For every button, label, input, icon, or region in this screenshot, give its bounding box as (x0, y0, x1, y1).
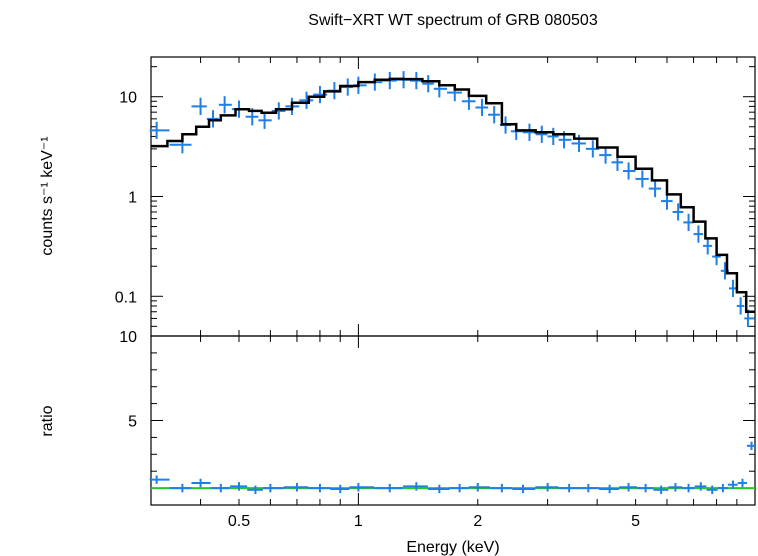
tick-labels: 0.5 1 2 5 10 1 0.1 10 5 (115, 90, 640, 530)
spectrum-data-point (488, 106, 500, 124)
spectrum-data-point (585, 140, 600, 158)
x-axis-label: Energy (keV) (406, 539, 499, 556)
ratio-data-point (247, 485, 263, 495)
spectrum-data-point (271, 102, 286, 120)
spectrum-data-point (206, 110, 219, 128)
chart-title: Swift−XRT WT spectrum of GRB 080503 (308, 12, 598, 29)
ratio-data-point (578, 483, 599, 493)
ratio-data-point (535, 483, 559, 492)
ratio-panel-frame (150, 335, 756, 506)
ratio-data-point (468, 483, 490, 492)
spectrum-data-point (683, 213, 694, 232)
spectrum-data-point (635, 170, 649, 188)
ratio-data-point (637, 483, 654, 493)
ratio-data-point (681, 483, 695, 493)
spectrum-data-point (623, 162, 636, 180)
ratio-data-point (210, 483, 230, 493)
y-axis-label-spectrum: counts s⁻¹ keV⁻¹ (39, 136, 56, 255)
ratio-data-point (489, 483, 513, 493)
spectrum-model-line (151, 77, 755, 313)
y-tick-label-spectrum: 1 (128, 190, 137, 207)
y-tick-label-spectrum: 0.1 (115, 289, 137, 306)
ratio-data-point (706, 485, 718, 495)
axis-ticks (150, 57, 756, 505)
ratio-data-point (668, 483, 682, 492)
spectrum-data-point (422, 75, 434, 93)
ratio-data-point (262, 483, 284, 493)
spectrum-data-point (599, 146, 612, 164)
ratio-data-layer (149, 441, 755, 495)
spectrum-model-layer (151, 77, 755, 313)
ratio-data-point (330, 484, 350, 494)
ratio-data-point (169, 483, 192, 493)
ratio-data-point (449, 483, 469, 493)
ratio-data-point (747, 441, 755, 451)
spectrum-data-point (169, 136, 192, 154)
ratio-data-point (149, 475, 170, 484)
spectrum-data-point (475, 98, 489, 117)
x-tick-label: 1 (354, 513, 363, 530)
spectrum-data-point (409, 71, 423, 90)
spectrum-data-point (693, 225, 704, 243)
ratio-data-point (308, 483, 331, 493)
ratio-data-point (694, 482, 707, 491)
x-tick-label: 2 (473, 513, 482, 530)
spectrum-data-layer (149, 71, 755, 328)
ratio-data-point (191, 478, 211, 488)
x-tick-label: 5 (631, 513, 640, 530)
y-axis-label-ratio: ratio (39, 405, 56, 436)
y-tick-label-ratio: 5 (128, 414, 137, 431)
ratio-data-point (717, 483, 728, 493)
y-tick-label-ratio: 10 (119, 329, 137, 346)
spectrum-data-point (299, 91, 314, 109)
ratio-data-point (349, 483, 375, 492)
ratio-data-point (598, 484, 620, 494)
spectrum-data-point (149, 121, 170, 139)
ratio-data-point (512, 484, 536, 494)
spectrum-data-point (672, 203, 684, 221)
spectrum-data-point (728, 279, 737, 297)
ratio-data-point (229, 482, 248, 491)
ratio-data-point (374, 483, 404, 493)
spectrum-data-point (258, 111, 272, 129)
spectrum-data-point (736, 297, 745, 315)
spectrum-data-point (703, 237, 713, 255)
spectrum-data-point (191, 97, 207, 115)
ratio-data-point (558, 483, 579, 493)
x-tick-label: 0.5 (228, 513, 250, 530)
spectrum-data-point (648, 179, 662, 198)
ratio-data-point (403, 482, 428, 491)
y-tick-label-spectrum: 10 (119, 90, 137, 107)
ratio-data-point (737, 478, 748, 488)
spectrum-data-point (547, 127, 559, 146)
ratio-data-point (653, 485, 669, 495)
spectrum-data-point (535, 125, 548, 143)
ratio-data-point (283, 483, 309, 492)
ratio-data-point (427, 484, 450, 494)
spectrum-data-point (522, 123, 536, 141)
spectrum-panel-frame (150, 56, 756, 337)
spectrum-data-point (218, 96, 232, 114)
ratio-data-point (727, 480, 738, 489)
ratio-data-point (619, 483, 638, 492)
